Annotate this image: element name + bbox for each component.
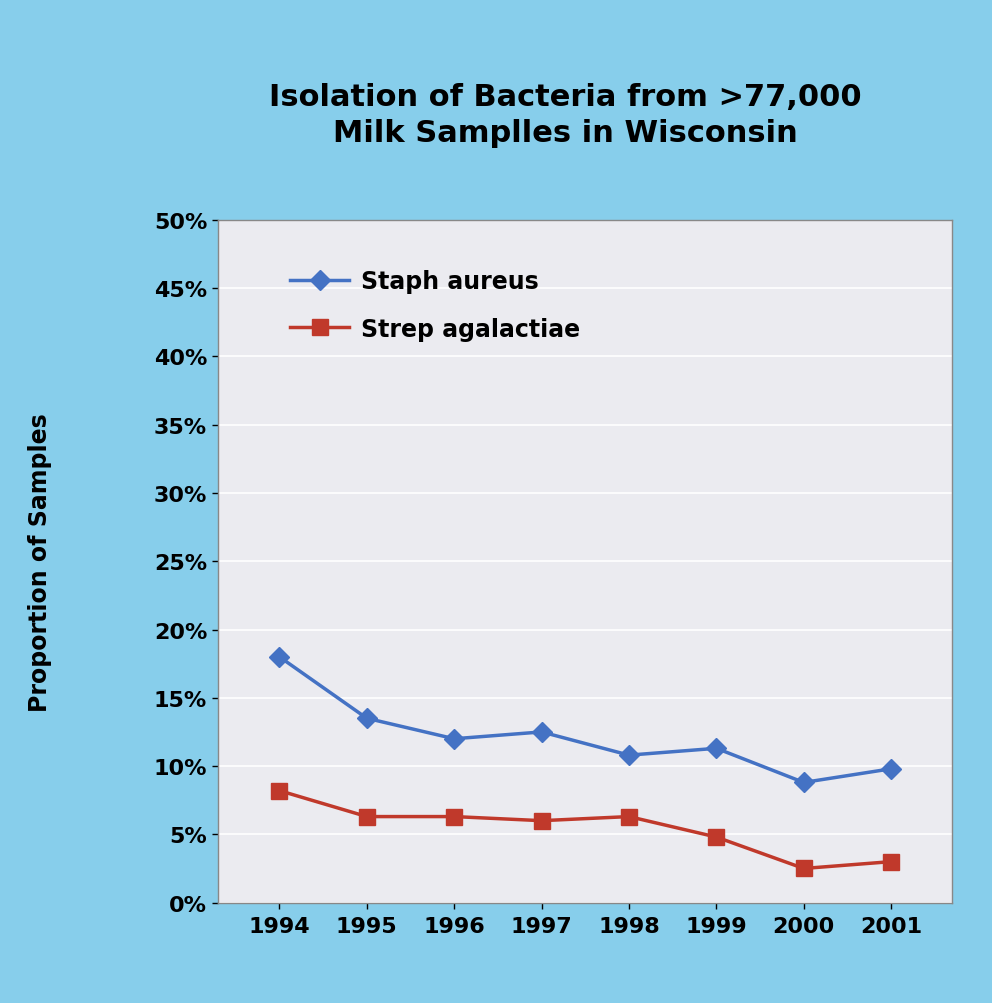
Staph aureus bbox=[536, 726, 548, 738]
Staph aureus bbox=[710, 742, 722, 754]
Strep agalactiae bbox=[623, 810, 635, 822]
Strep agalactiae bbox=[536, 814, 548, 826]
Text: Isolation of Bacteria from >77,000
Milk Samplles in Wisconsin: Isolation of Bacteria from >77,000 Milk … bbox=[269, 83, 862, 147]
Strep agalactiae bbox=[885, 856, 897, 868]
Strep agalactiae bbox=[798, 863, 809, 875]
Line: Strep agalactiae: Strep agalactiae bbox=[272, 783, 899, 877]
Staph aureus bbox=[274, 651, 286, 663]
Text: Proportion of Samples: Proportion of Samples bbox=[28, 412, 52, 711]
Line: Staph aureus: Staph aureus bbox=[273, 650, 898, 789]
Staph aureus bbox=[361, 712, 373, 724]
Staph aureus bbox=[885, 763, 897, 775]
Strep agalactiae bbox=[274, 784, 286, 796]
Staph aureus bbox=[448, 733, 460, 745]
Strep agalactiae bbox=[448, 810, 460, 822]
Staph aureus bbox=[623, 749, 635, 761]
Staph aureus bbox=[798, 776, 809, 788]
Strep agalactiae bbox=[361, 810, 373, 822]
Strep agalactiae bbox=[710, 831, 722, 844]
Legend: Staph aureus, Strep agalactiae: Staph aureus, Strep agalactiae bbox=[267, 246, 604, 365]
